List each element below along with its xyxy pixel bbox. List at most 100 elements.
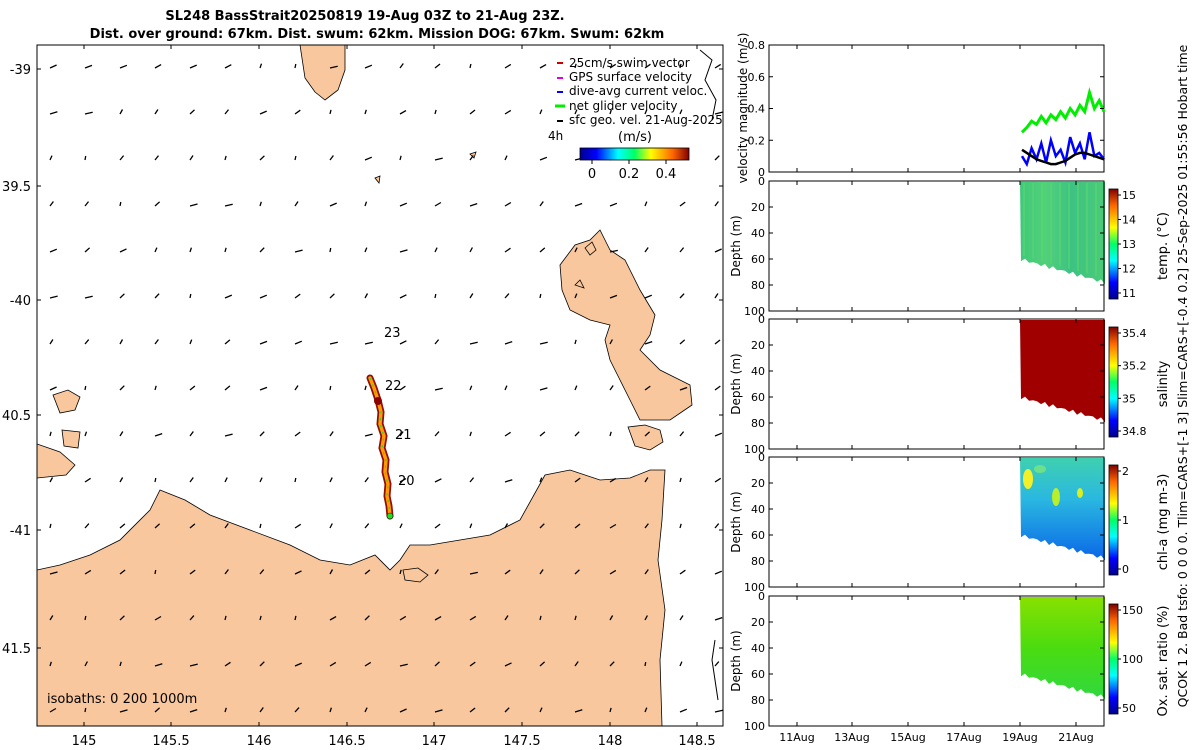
velocity-arrow — [679, 293, 685, 299]
velocity-arrow — [399, 523, 403, 529]
colorbar-title: (m/s) — [618, 130, 652, 145]
colorbar-tick: 1 — [1122, 514, 1129, 527]
velocity-arrow — [644, 340, 653, 345]
chart-title-line2: Dist. over ground: 67km. Dist. swum: 62k… — [90, 27, 665, 42]
velocity-arrow — [294, 707, 300, 713]
velocity-arrow — [49, 248, 58, 253]
velocity-arrow — [644, 569, 649, 575]
velocity-arrow — [434, 569, 439, 575]
velocity-arrow — [364, 615, 370, 621]
velocity-arrow — [434, 63, 441, 69]
velocity-arrow — [364, 201, 368, 207]
velocity-arrow — [609, 109, 612, 115]
velocity-arrow — [504, 155, 508, 161]
velocity-arrow — [294, 63, 297, 69]
velocity-arrow — [49, 571, 58, 575]
map-y-tick: -40 — [10, 294, 31, 309]
velocity-arrow — [154, 432, 163, 437]
velocity-arrow — [504, 479, 513, 483]
velocity-arrow — [679, 247, 685, 253]
velocity-series-2 — [1021, 148, 1105, 166]
velocity-arrow — [189, 109, 195, 115]
map-x-tick: 145 — [72, 734, 97, 749]
velocity-arrow — [609, 202, 618, 207]
velocity-arrow — [259, 661, 265, 667]
velocity-arrow — [49, 386, 57, 391]
depth-tick: 60 — [751, 529, 765, 542]
velocity-arrow — [84, 201, 90, 207]
depth-tick: 80 — [751, 555, 765, 568]
day-label-20: 20 — [398, 474, 415, 489]
velocity-arrow — [49, 295, 58, 299]
velocity-arrow — [574, 523, 581, 529]
velocity-arrow — [224, 661, 231, 667]
velocity-arrow — [329, 341, 338, 345]
colorbar-tick: 50 — [1122, 702, 1136, 715]
depth-tick: 80 — [751, 279, 765, 292]
velocity-arrow — [224, 523, 229, 529]
velocity-arrow — [294, 523, 302, 529]
velocity-arrow — [224, 339, 231, 345]
depth-tick: 60 — [751, 253, 765, 266]
velocity-arrow — [189, 385, 196, 391]
map-x-tick: 147.5 — [503, 734, 540, 749]
velocity-arrow — [294, 340, 303, 345]
velocity-arrow — [574, 615, 577, 621]
velocity-arrow — [364, 433, 373, 437]
colorbar — [1108, 326, 1119, 438]
velocity-arrow — [49, 661, 52, 667]
colorbar-tick-0: 0 — [588, 167, 596, 182]
velocity-arrow — [644, 615, 648, 621]
velocity-arrow — [539, 569, 544, 575]
velocity-arrow — [574, 431, 580, 437]
velocity-arrow — [49, 707, 57, 713]
velocity-arrow — [154, 385, 157, 391]
velocity-arrow — [154, 707, 161, 713]
velocity-arrow — [259, 615, 262, 621]
velocity-arrow — [259, 63, 263, 69]
velocity-arrow — [609, 477, 617, 483]
velocity-arrow — [49, 64, 57, 69]
velocity-arrow — [714, 63, 722, 69]
velocity-arrow — [119, 201, 122, 207]
velocity-arrow — [504, 293, 510, 299]
depth-tick: 0 — [758, 175, 765, 188]
velocity-arrow — [574, 63, 577, 69]
velocity-arrow — [504, 431, 511, 437]
velocity-arrow — [49, 431, 52, 437]
velocity-arrow — [329, 109, 332, 115]
velocity-arrow — [469, 661, 476, 667]
velocity-arrow — [364, 247, 368, 253]
velocity-arrow — [469, 571, 478, 575]
depth-tick: 0 — [758, 451, 765, 464]
velocity-arrow — [714, 616, 723, 621]
velocity-arrow — [644, 109, 648, 115]
velocity-arrow — [84, 477, 91, 483]
velocity-arrow — [679, 109, 683, 115]
velocity-arrow — [609, 339, 613, 345]
velocity-arrow — [574, 661, 579, 667]
small-island — [584, 241, 597, 256]
depth-ylabel: Depth (m) — [729, 630, 743, 691]
velocity-arrow — [539, 293, 542, 299]
velocity-arrow — [259, 247, 265, 253]
colorbar-tick: 14 — [1122, 214, 1136, 227]
velocity-arrow — [399, 385, 406, 391]
velocity-arrow — [539, 615, 542, 621]
velocity-arrow — [119, 155, 125, 161]
velocity-y-tick: 0.6 — [748, 71, 766, 84]
colorbar — [1108, 188, 1119, 300]
velocity-ylabel: velocity magnitude (m/s) — [736, 33, 750, 184]
velocity-arrow — [469, 385, 473, 391]
velocity-arrow — [434, 616, 442, 621]
velocity-arrow — [329, 293, 335, 299]
velocity-arrow — [224, 477, 228, 483]
depth-tick: 40 — [751, 365, 765, 378]
colorbar-tick: 35 — [1122, 392, 1136, 405]
colorbar-tick: 13 — [1122, 238, 1136, 251]
velocity-arrow — [434, 387, 443, 391]
velocity-arrow — [609, 294, 618, 299]
velocity-arrow — [644, 523, 649, 529]
day-label-22: 22 — [385, 379, 402, 394]
